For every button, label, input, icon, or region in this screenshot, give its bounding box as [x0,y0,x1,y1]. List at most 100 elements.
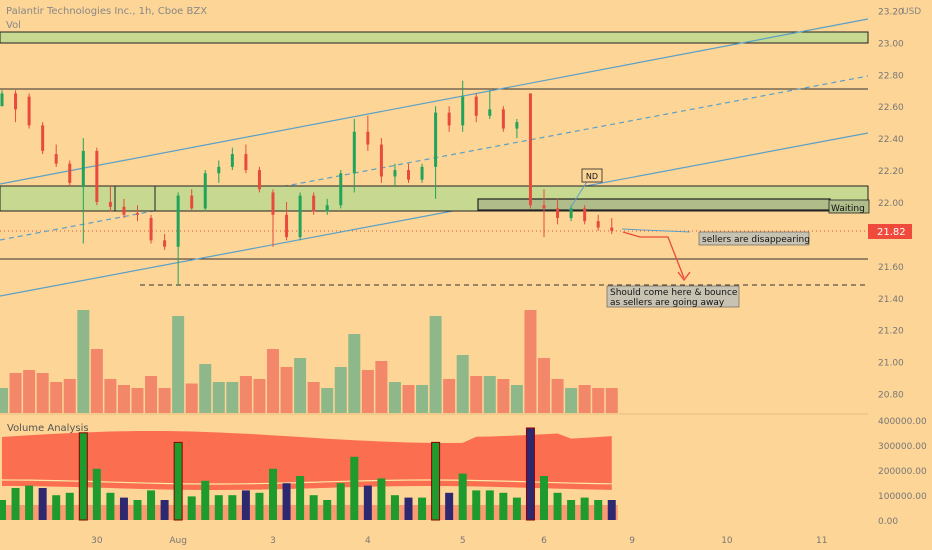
volume-analysis-bar[interactable] [133,500,142,520]
volume-analysis-bar[interactable] [553,492,562,520]
volume-analysis-bar[interactable] [445,492,454,520]
volume-analysis-bar[interactable] [540,476,548,520]
volume-bar[interactable] [145,376,158,413]
volume-analysis-bar[interactable] [187,496,196,520]
volume-analysis-bar[interactable] [78,432,88,521]
candle-body[interactable] [488,109,492,116]
volume-bar[interactable] [483,376,496,413]
volume-analysis-bar[interactable] [594,500,603,520]
candle-body[interactable] [95,150,99,202]
volume-analysis-bar[interactable] [512,497,521,520]
volume-bar[interactable] [185,383,198,414]
volume-analysis-bar[interactable] [472,490,481,520]
candle-body[interactable] [81,150,85,187]
candle-body[interactable] [176,195,180,247]
volume-bar[interactable] [63,379,76,413]
volume-analysis-bar[interactable] [160,500,169,520]
volume-bar[interactable] [348,334,361,413]
volume-bar[interactable] [375,361,388,413]
volume-bar[interactable] [131,388,144,413]
volume-bar[interactable] [158,388,171,413]
volume-analysis-bar[interactable] [106,492,115,520]
candle-body[interactable] [447,112,451,126]
candle-body[interactable] [366,131,370,145]
volume-bar[interactable] [551,379,564,413]
volume-analysis-bar[interactable] [214,495,223,520]
volume-bar[interactable] [199,364,212,413]
candle-body[interactable] [542,205,546,209]
channel-mid-line[interactable] [0,75,869,241]
volume-bar[interactable] [36,373,49,413]
volume-bar[interactable] [402,385,415,413]
volume-bar[interactable] [416,385,429,413]
sellers-label-box[interactable] [698,231,810,246]
volume-bar[interactable] [361,370,374,413]
volume-bar[interactable] [104,379,117,413]
candle-body[interactable] [515,122,519,129]
nd-label-box[interactable] [581,168,603,183]
candle-body[interactable] [122,206,126,215]
volume-bar[interactable] [239,376,252,413]
volume-analysis-bar[interactable] [404,497,413,520]
volume-analysis-bar[interactable] [377,478,386,520]
volume-analysis-bar[interactable] [323,500,332,520]
volume-bar[interactable] [605,388,618,413]
volume-analysis-bar[interactable] [485,490,494,520]
candle-body[interactable] [325,205,329,212]
volume-bar[interactable] [565,388,578,413]
candle-body[interactable] [163,240,167,247]
volume-bar[interactable] [388,382,401,413]
volume-bar[interactable] [9,373,22,413]
candle-body[interactable] [136,213,139,215]
candle-body[interactable] [434,112,438,167]
candle-body[interactable] [298,195,302,238]
candle-body[interactable] [393,170,397,177]
time-axis[interactable]: 30 Aug 3 4 5 6 9 10 11 [91,536,827,546]
volume-analysis-bar[interactable] [0,500,6,520]
candle-body[interactable] [583,208,587,222]
volume-bar[interactable] [23,370,36,413]
bounce-label-box[interactable] [606,285,740,308]
volume-bar[interactable] [253,379,266,413]
volume-analysis-bar[interactable] [65,492,74,520]
volume-analysis-bar[interactable] [173,441,183,521]
volume-analysis-bar[interactable] [38,488,47,520]
candle-body[interactable] [556,208,560,218]
volume-bar[interactable] [578,385,591,413]
volume-analysis-bar[interactable] [147,490,156,520]
volume-analysis-bar[interactable] [499,492,508,520]
candle-body[interactable] [217,166,221,174]
volume-analysis-bar[interactable] [350,456,359,520]
candle-body[interactable] [461,96,465,126]
volume-analysis-bar[interactable] [269,468,277,520]
volume-bar[interactable] [280,367,293,413]
volume-bar[interactable] [294,358,307,413]
volume-analysis-bar[interactable] [458,473,467,520]
candle-body[interactable] [379,144,383,177]
candle-body[interactable] [14,93,18,110]
volume-analysis-bar[interactable] [390,495,399,520]
volume-analysis-bar[interactable] [241,490,250,520]
volume-analysis-bar[interactable] [92,468,101,520]
volume-bar[interactable] [334,367,347,413]
candle-body[interactable] [244,154,248,171]
volume-analysis-bar[interactable] [11,488,20,520]
volume-bar[interactable] [456,355,469,413]
volume-bar[interactable] [77,310,90,413]
volume-bar[interactable] [321,388,334,413]
volume-analysis-bar[interactable] [363,485,372,520]
candle-body[interactable] [420,166,424,180]
volume-analysis-bar[interactable] [228,495,237,520]
candle-body[interactable] [41,125,45,151]
volume-bar[interactable] [90,349,103,413]
candle-body[interactable] [312,195,316,212]
volume-analysis-bar[interactable] [431,441,441,521]
volume-bar[interactable] [50,382,63,413]
volume-bar[interactable] [592,388,605,413]
candle-body[interactable] [68,163,72,183]
waiting-label-box[interactable] [828,199,870,214]
volume-analysis-bar[interactable] [607,500,616,520]
volume-analysis-bar[interactable] [418,497,427,520]
channel-upper-line[interactable] [0,18,869,185]
candle-body[interactable] [230,154,234,167]
